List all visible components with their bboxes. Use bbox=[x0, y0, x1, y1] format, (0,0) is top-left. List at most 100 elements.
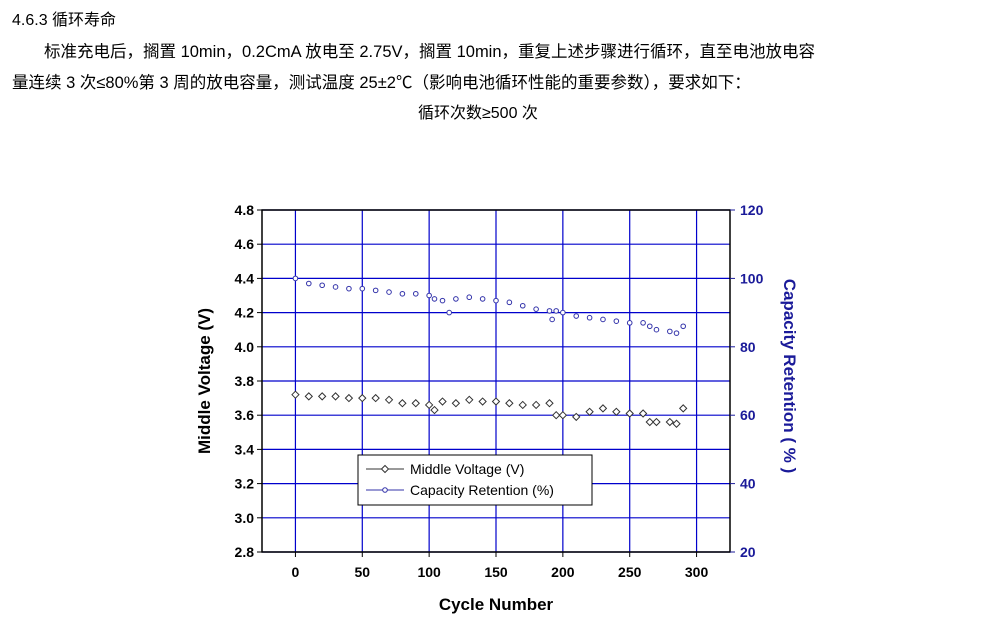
voltage-point bbox=[612, 407, 621, 416]
capacity-point bbox=[306, 280, 312, 287]
y-tick-label: 3.2 bbox=[235, 476, 255, 492]
capacity-point bbox=[431, 296, 438, 302]
capacity-point bbox=[346, 285, 352, 292]
voltage-point bbox=[625, 409, 634, 418]
capacity-point bbox=[386, 289, 392, 295]
voltage-point bbox=[304, 392, 314, 401]
voltage-point bbox=[585, 407, 594, 416]
legend-box bbox=[357, 454, 593, 506]
capacity-point bbox=[319, 282, 325, 289]
capacity-point bbox=[426, 292, 432, 299]
voltage-point bbox=[331, 392, 340, 401]
y2-tick-label: 120 bbox=[740, 202, 764, 218]
voltage-point bbox=[678, 404, 688, 413]
capacity-point bbox=[653, 326, 660, 333]
voltage-point bbox=[358, 393, 367, 403]
capacity-point bbox=[673, 330, 680, 336]
capacity-point bbox=[560, 309, 566, 316]
capacity-point bbox=[399, 290, 406, 297]
voltage-point bbox=[398, 399, 407, 408]
voltage-point bbox=[465, 395, 474, 405]
voltage-point bbox=[344, 393, 354, 403]
y-tick-label: 3.4 bbox=[235, 441, 255, 457]
x-tick-label: 150 bbox=[484, 564, 508, 580]
capacity-point bbox=[466, 294, 473, 301]
y2-tick-label: 80 bbox=[740, 339, 756, 355]
x-axis-label: Cycle Number bbox=[439, 595, 554, 614]
capacity-point bbox=[640, 320, 646, 326]
paragraph-line-1: 标准充电后，搁置 10min，0.2CmA 放电至 2.75V，搁置 10min… bbox=[44, 43, 816, 61]
y-tick-label: 3.8 bbox=[235, 373, 255, 389]
section-heading: 4.6.3 循环寿命 bbox=[12, 12, 117, 29]
y-tick-label: 4.2 bbox=[235, 305, 255, 321]
capacity-point bbox=[613, 318, 620, 324]
x-tick-label: 300 bbox=[685, 564, 709, 580]
voltage-point bbox=[451, 399, 461, 408]
voltage-point bbox=[424, 400, 434, 410]
voltage-point bbox=[384, 395, 394, 405]
capacity-point bbox=[680, 323, 687, 330]
capacity-point bbox=[506, 299, 513, 306]
voltage-point bbox=[505, 399, 514, 408]
y2-tick-label: 60 bbox=[740, 407, 756, 423]
capacity-point bbox=[600, 316, 606, 323]
capacity-point bbox=[519, 302, 526, 309]
voltage-point bbox=[665, 417, 675, 427]
voltage-point bbox=[317, 392, 327, 401]
y-tick-label: 2.8 bbox=[235, 544, 255, 560]
x-tick-label: 100 bbox=[417, 564, 441, 580]
capacity-point bbox=[359, 285, 366, 292]
y-tick-label: 3.6 bbox=[235, 407, 255, 423]
y2-tick-label: 100 bbox=[740, 270, 764, 286]
capacity-point bbox=[553, 308, 559, 314]
capacity-point bbox=[573, 313, 580, 319]
y2-tick-label: 40 bbox=[740, 476, 756, 492]
voltage-point bbox=[491, 397, 501, 406]
capacity-point bbox=[667, 328, 673, 335]
voltage-point bbox=[531, 400, 541, 410]
capacity-point bbox=[586, 314, 593, 321]
voltage-point bbox=[545, 399, 554, 408]
capacity-point bbox=[493, 297, 499, 304]
x-tick-label: 250 bbox=[618, 564, 642, 580]
x-tick-label: 200 bbox=[551, 564, 575, 580]
voltage-point bbox=[430, 405, 439, 415]
capacity-point bbox=[549, 316, 555, 323]
capacity-point bbox=[446, 309, 453, 316]
paragraph-line-2: 量连续 3 次≤80%第 3 周的放电容量，测试温度 25±2℃（影响电池循环性… bbox=[12, 74, 751, 92]
y-tick-label: 4.0 bbox=[235, 339, 255, 355]
voltage-point bbox=[371, 393, 380, 403]
capacity-point bbox=[479, 296, 486, 302]
y-tick-label: 4.8 bbox=[235, 202, 255, 218]
voltage-point bbox=[638, 409, 648, 418]
capacity-point bbox=[626, 320, 633, 326]
capacity-point bbox=[546, 308, 553, 314]
capacity-point bbox=[453, 296, 459, 302]
legend-label: Middle Voltage (V) bbox=[410, 461, 524, 477]
x-tick-label: 0 bbox=[292, 564, 300, 580]
voltage-point bbox=[411, 399, 420, 408]
y-axis-label: Middle Voltage (V) bbox=[195, 308, 214, 454]
voltage-point bbox=[558, 410, 568, 420]
capacity-point bbox=[372, 287, 379, 294]
voltage-point bbox=[438, 397, 447, 406]
voltage-point bbox=[478, 397, 487, 406]
capacity-point bbox=[533, 306, 539, 312]
capacity-point bbox=[646, 323, 653, 330]
voltage-point bbox=[518, 400, 527, 410]
voltage-point bbox=[652, 417, 661, 427]
voltage-point bbox=[551, 410, 561, 420]
voltage-point bbox=[572, 412, 581, 422]
x-tick-label: 50 bbox=[354, 564, 370, 580]
legend-diamond-marker bbox=[380, 464, 390, 474]
capacity-point bbox=[412, 290, 419, 297]
voltage-point bbox=[291, 390, 300, 399]
requirement-text: 循环次数≥500 次 bbox=[418, 105, 538, 122]
voltage-point bbox=[645, 417, 654, 427]
y-tick-label: 4.6 bbox=[235, 236, 255, 252]
voltage-point bbox=[672, 419, 681, 428]
capacity-point bbox=[439, 297, 446, 304]
y2-tick-label: 20 bbox=[740, 544, 756, 560]
y2-axis-label: Capacity Retention ( % ) bbox=[780, 279, 799, 474]
